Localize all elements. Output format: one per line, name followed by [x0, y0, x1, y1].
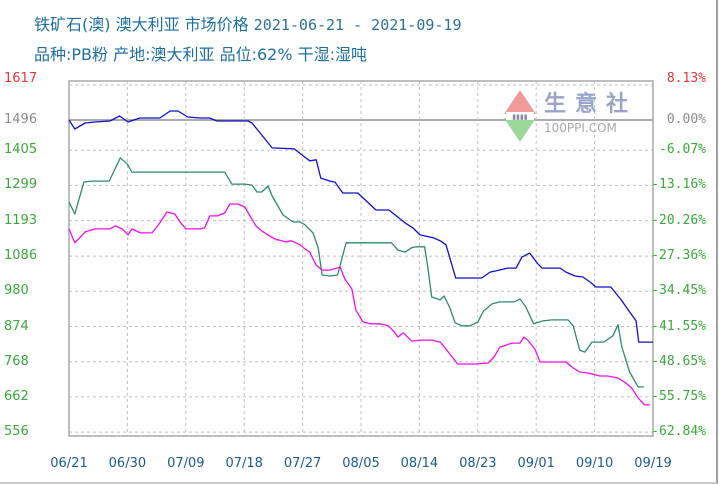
x-tick-label: 07/18 — [225, 456, 263, 471]
diamond-logo-icon: ▮▮▮▮ — [504, 90, 536, 142]
right-tick-label: -27.36% — [651, 248, 706, 264]
series-line-blue — [68, 110, 653, 343]
left-tick-label: 768 — [4, 353, 29, 369]
chart-title: 铁矿石(澳) 澳大利亚 市场价格 2021-06-21 - 2021-09-19 — [34, 11, 461, 35]
x-tick-label: 06/21 — [50, 456, 88, 471]
right-tick-label: -41.55% — [651, 318, 706, 334]
plot-frame — [68, 80, 654, 437]
x-tick-label: 09/01 — [517, 456, 555, 471]
right-tick-label: -55.75% — [651, 388, 706, 404]
right-tick-label: -62.84% — [651, 424, 706, 440]
watermark-name: 生意社 — [544, 92, 638, 117]
left-tick-label: 1086 — [4, 248, 38, 264]
x-tick-label: 09/10 — [575, 456, 614, 471]
watermark-logo: ▮▮▮▮ — [500, 86, 540, 150]
right-tick-label: -34.45% — [651, 283, 706, 299]
watermark-url: 100PPI.COM — [544, 121, 617, 135]
left-tick-label: 874 — [4, 318, 29, 334]
x-tick-label: 09/19 — [634, 456, 672, 471]
left-tick-label: 980 — [4, 283, 29, 299]
date-range: 2021-06-21 - 2021-09-19 — [253, 16, 462, 34]
x-tick-label: 08/23 — [459, 456, 497, 471]
right-tick-label: -13.16% — [651, 177, 706, 193]
series-line-magenta — [68, 203, 650, 406]
left-tick-label: 1496 — [4, 112, 38, 127]
left-tick-label: 1193 — [4, 212, 38, 228]
right-tick-label: 0.00% — [666, 112, 706, 127]
x-tick-label: 08/14 — [400, 456, 439, 471]
chart-subtitle: 品种:PB粉 产地:澳大利亚 品位:62% 干湿:湿吨 — [34, 45, 368, 64]
right-tick-label: -6.07% — [659, 142, 706, 158]
left-tick-label: 662 — [4, 388, 29, 404]
left-tick-label: 1405 — [4, 142, 38, 158]
right-tick-label: -48.65% — [651, 353, 706, 369]
title-text: 铁矿石(澳) 澳大利亚 市场价格 — [34, 15, 249, 34]
left-tick-label: 1299 — [4, 177, 38, 193]
left-tick-label: 1617 — [4, 71, 38, 86]
x-tick-label: 07/27 — [283, 456, 322, 471]
right-tick-label: -20.26% — [651, 212, 706, 228]
right-tick-label: 8.13% — [666, 71, 706, 86]
x-tick-label: 06/30 — [108, 456, 147, 471]
series-line-green — [68, 157, 644, 388]
x-tick-label: 08/05 — [342, 456, 380, 471]
left-tick-label: 556 — [4, 424, 29, 440]
svg-text:▮▮▮▮: ▮▮▮▮ — [512, 113, 528, 121]
x-tick-label: 07/09 — [167, 456, 205, 471]
